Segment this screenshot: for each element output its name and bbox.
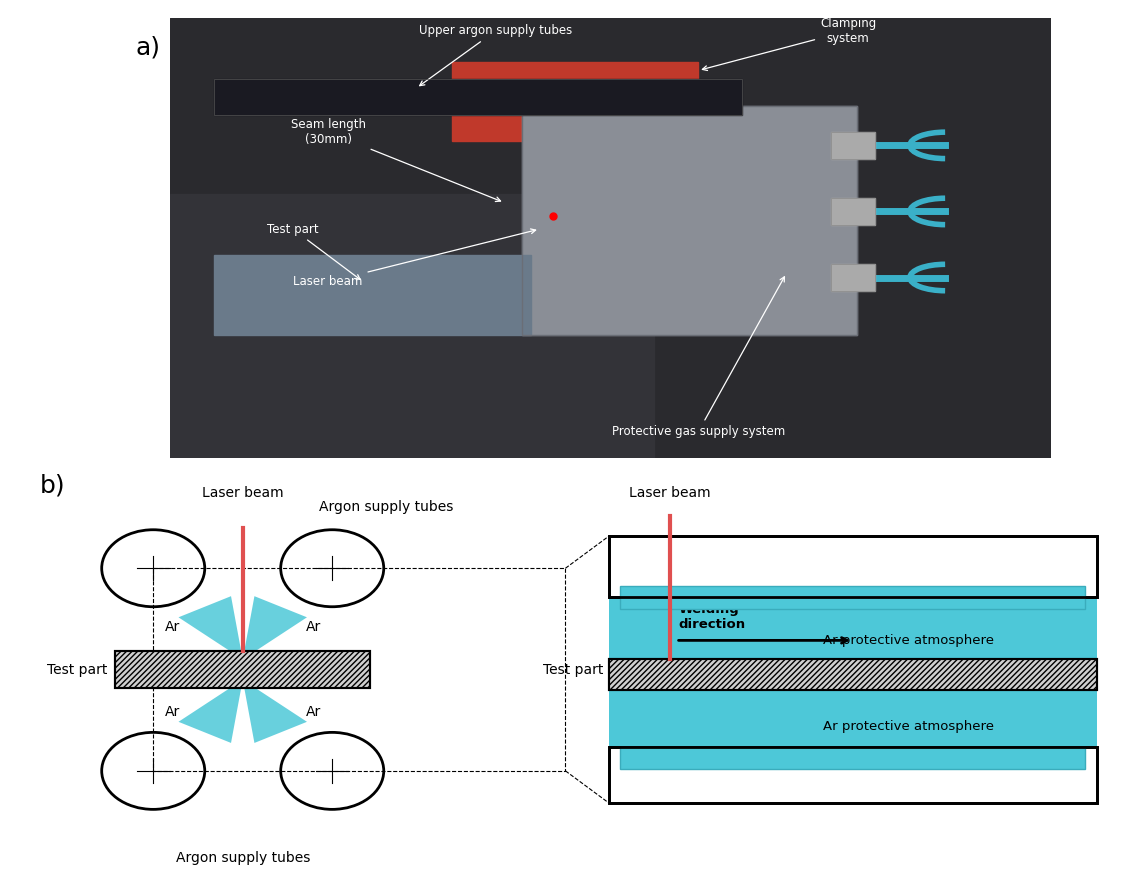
Bar	[170, 194, 654, 458]
Text: Ar protective atmosphere: Ar protective atmosphere	[823, 634, 993, 647]
Bar	[609, 690, 1096, 763]
Text: Seam length
(30mm): Seam length (30mm)	[290, 118, 501, 202]
Bar	[115, 651, 371, 688]
Text: Protective gas supply system: Protective gas supply system	[611, 277, 785, 438]
Bar	[620, 587, 1086, 609]
Text: Welding
direction: Welding direction	[678, 603, 746, 631]
Bar	[831, 198, 875, 225]
Bar	[214, 255, 531, 335]
Text: Test part: Test part	[267, 223, 360, 279]
Text: Ar: Ar	[305, 620, 321, 634]
Bar	[609, 596, 1096, 659]
Bar	[609, 536, 1096, 596]
Bar	[620, 746, 1086, 769]
Text: Clamping
system: Clamping system	[703, 17, 876, 70]
Bar	[522, 106, 857, 335]
Bar	[214, 79, 742, 115]
Bar	[609, 659, 1096, 690]
Text: Laser beam: Laser beam	[629, 486, 711, 500]
Text: b): b)	[40, 473, 64, 497]
Text: Test part: Test part	[544, 663, 603, 677]
Text: Ar: Ar	[165, 705, 180, 719]
Text: Ar: Ar	[165, 620, 180, 634]
Bar	[452, 62, 698, 141]
Bar	[115, 651, 371, 688]
Text: Upper argon supply tubes: Upper argon supply tubes	[419, 25, 572, 85]
Polygon shape	[243, 596, 307, 659]
Bar	[831, 132, 875, 159]
Bar	[609, 746, 1096, 803]
Bar	[831, 132, 875, 159]
Text: Argon supply tubes: Argon supply tubes	[320, 500, 453, 515]
Text: Argon supply tubes: Argon supply tubes	[175, 851, 310, 865]
Bar	[831, 264, 875, 291]
Text: Laser beam: Laser beam	[294, 229, 536, 288]
Polygon shape	[243, 680, 307, 743]
Text: Ar protective atmosphere: Ar protective atmosphere	[823, 720, 993, 733]
Text: a): a)	[136, 35, 160, 59]
Bar	[831, 264, 875, 291]
Polygon shape	[179, 596, 243, 659]
Text: Ar: Ar	[305, 705, 321, 719]
Bar	[831, 198, 875, 225]
Bar	[609, 746, 1096, 803]
Bar	[609, 536, 1096, 596]
Polygon shape	[179, 680, 243, 743]
Bar	[522, 106, 857, 335]
Bar	[214, 79, 742, 115]
Bar	[609, 659, 1096, 690]
Text: Test part: Test part	[46, 663, 107, 677]
Text: Laser beam: Laser beam	[202, 486, 284, 500]
